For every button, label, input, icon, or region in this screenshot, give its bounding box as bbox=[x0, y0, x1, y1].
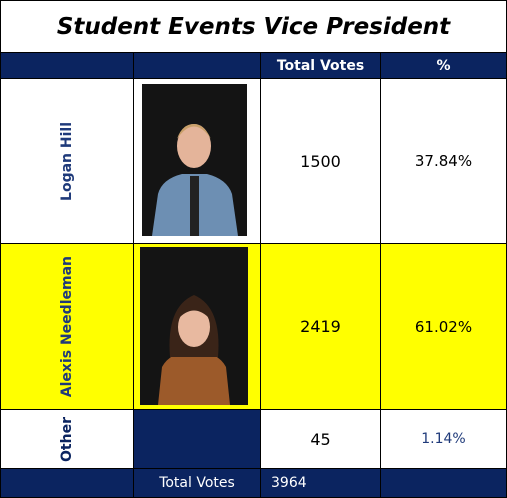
votes: 2419 bbox=[260, 243, 381, 410]
header-cell bbox=[133, 52, 261, 79]
footer-label: Total Votes bbox=[133, 468, 261, 498]
page: Student Events Vice President Total Vote… bbox=[0, 0, 507, 498]
photo-cell bbox=[133, 409, 261, 469]
photo bbox=[140, 247, 248, 405]
percent: 61.02% bbox=[380, 243, 507, 410]
name-cell: Alexis Needleman bbox=[0, 243, 134, 410]
name-cell: Other bbox=[0, 409, 134, 469]
photo bbox=[142, 84, 247, 236]
photo-cell bbox=[133, 243, 261, 410]
footer-cell bbox=[380, 468, 507, 498]
photo-cell bbox=[133, 78, 261, 244]
name-cell: Logan Hill bbox=[0, 78, 134, 244]
percent: 37.84% bbox=[380, 78, 507, 244]
percent: 1.14% bbox=[380, 409, 507, 469]
footer-votes: 3964 bbox=[260, 468, 381, 498]
header-percent: % bbox=[380, 52, 507, 79]
header-votes: Total Votes bbox=[260, 52, 381, 79]
header-cell bbox=[0, 52, 134, 79]
votes: 45 bbox=[260, 409, 381, 469]
title: Student Events Vice President bbox=[0, 0, 507, 53]
candidate-name: Other bbox=[59, 417, 75, 462]
candidate-name: Alexis Needleman bbox=[59, 256, 75, 397]
candidate-name: Logan Hill bbox=[59, 122, 75, 201]
votes: 1500 bbox=[260, 78, 381, 244]
footer-cell bbox=[0, 468, 134, 498]
